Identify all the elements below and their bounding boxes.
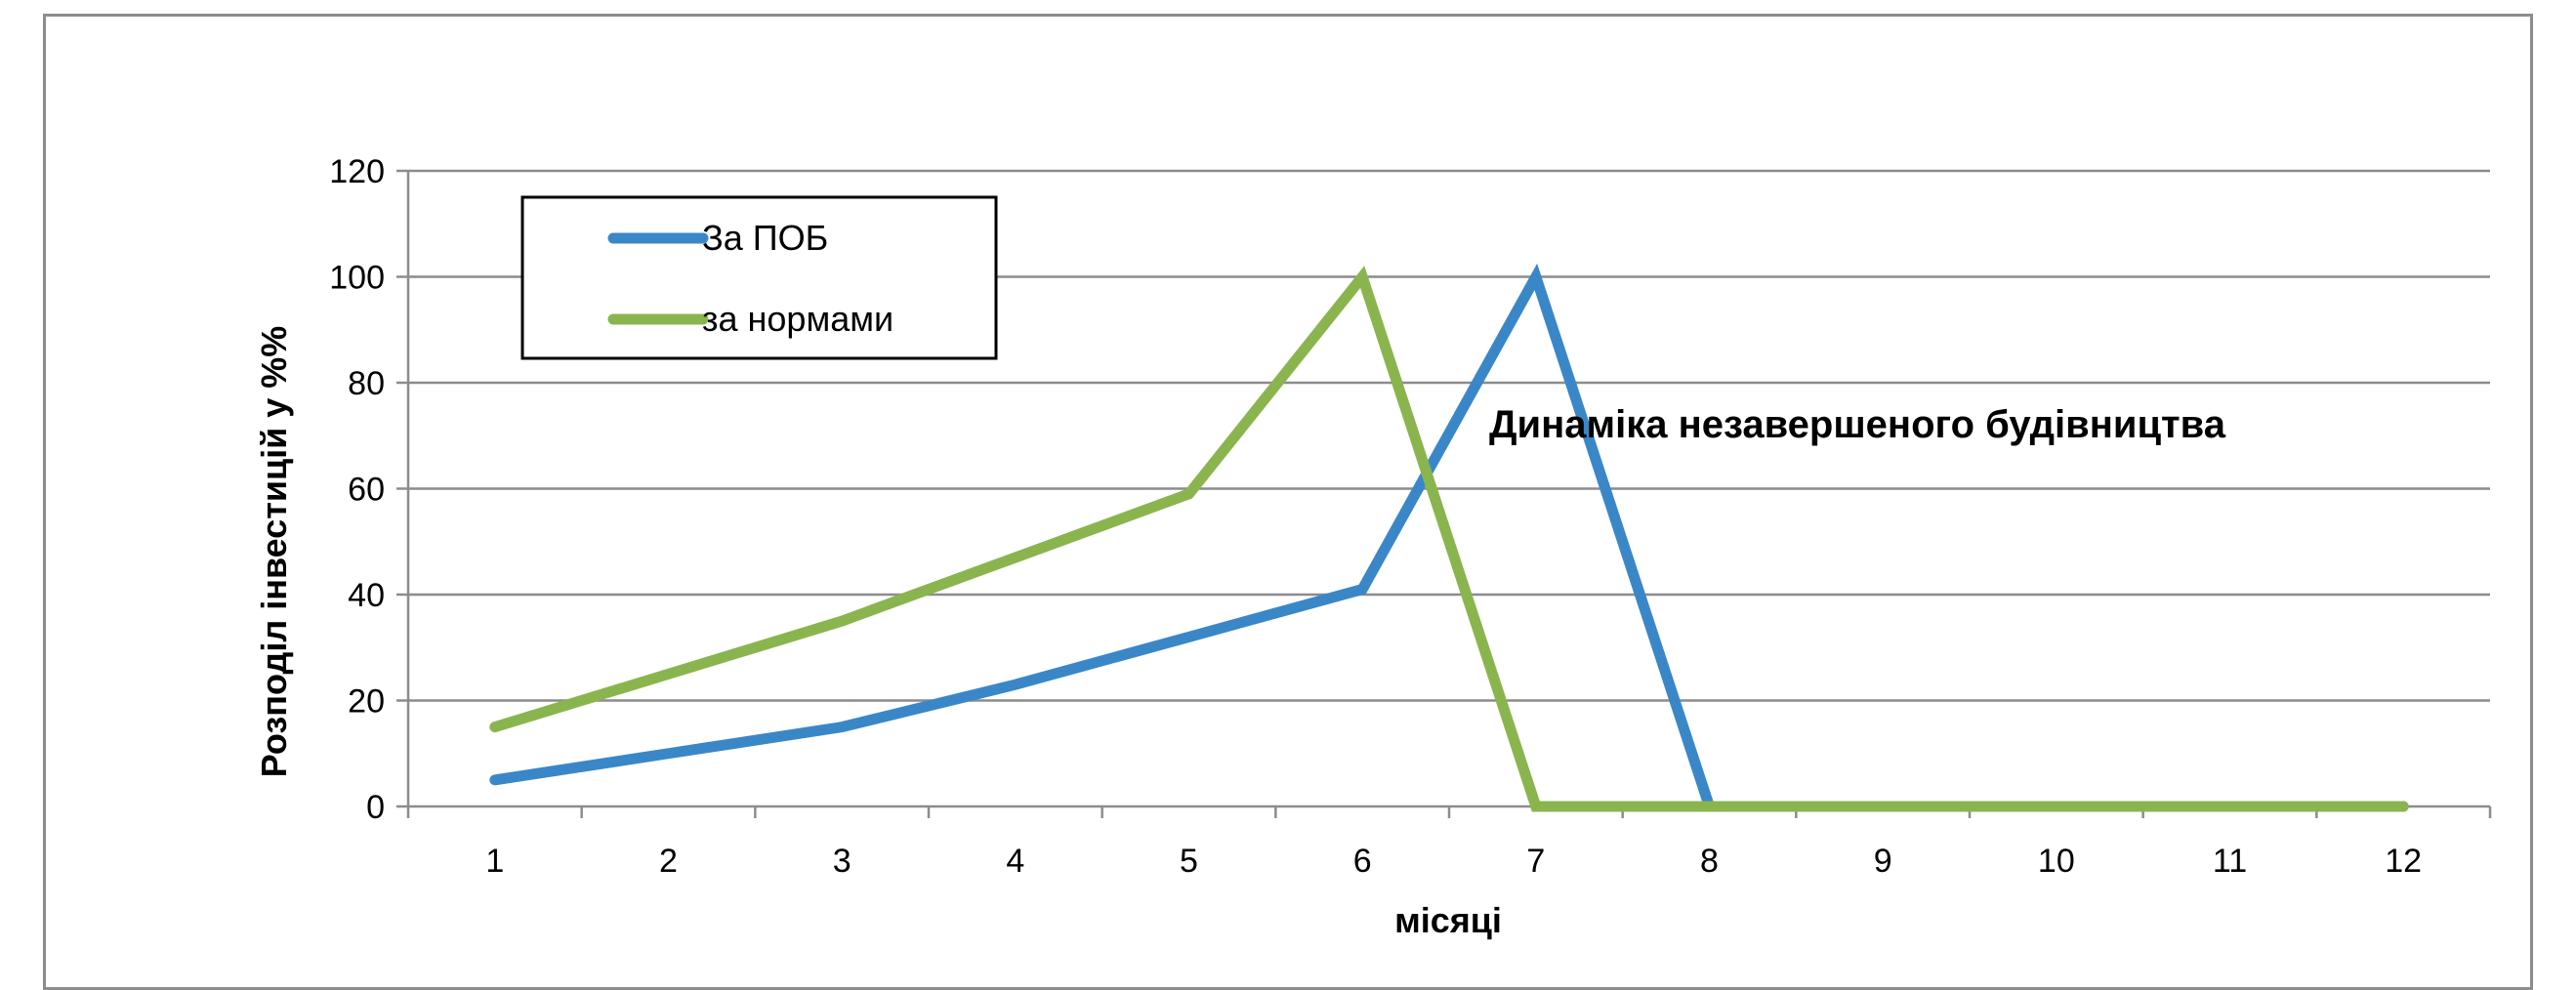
x-axis-title: місяці: [1394, 900, 1502, 940]
y-tick-label-100: 100: [329, 260, 385, 297]
x-tick-label-9: 9: [1874, 843, 1892, 880]
legend-label-series-2: за нормами: [702, 299, 893, 339]
x-tick-label-4: 4: [1006, 843, 1024, 880]
y-tick-label-120: 120: [329, 153, 385, 190]
y-tick-label-0: 0: [366, 789, 385, 826]
x-tick-label-5: 5: [1180, 843, 1198, 880]
y-tick-label-40: 40: [348, 577, 385, 614]
x-tick-label-2: 2: [659, 843, 678, 880]
x-tick-label-10: 10: [2038, 843, 2075, 880]
chart-annotation: Динаміка незавершеного будівництва: [1489, 403, 2226, 446]
legend: За ПОБ за нормами: [522, 197, 996, 358]
x-tick-label-6: 6: [1353, 843, 1372, 880]
legend-label-series-1: За ПОБ: [702, 218, 828, 258]
x-tick-label-11: 11: [2213, 843, 2247, 880]
y-axis-title: Розподіл інвестицій у %%: [254, 326, 294, 778]
y-tick-label-60: 60: [348, 472, 385, 509]
x-tick-label-1: 1: [485, 843, 504, 880]
x-tick-label-3: 3: [833, 843, 852, 880]
y-tick-label-20: 20: [348, 683, 385, 721]
y-tick-label-80: 80: [348, 365, 385, 402]
x-tick-label-7: 7: [1526, 843, 1545, 880]
x-tick-label-8: 8: [1700, 843, 1719, 880]
x-tick-label-12: 12: [2385, 843, 2422, 880]
